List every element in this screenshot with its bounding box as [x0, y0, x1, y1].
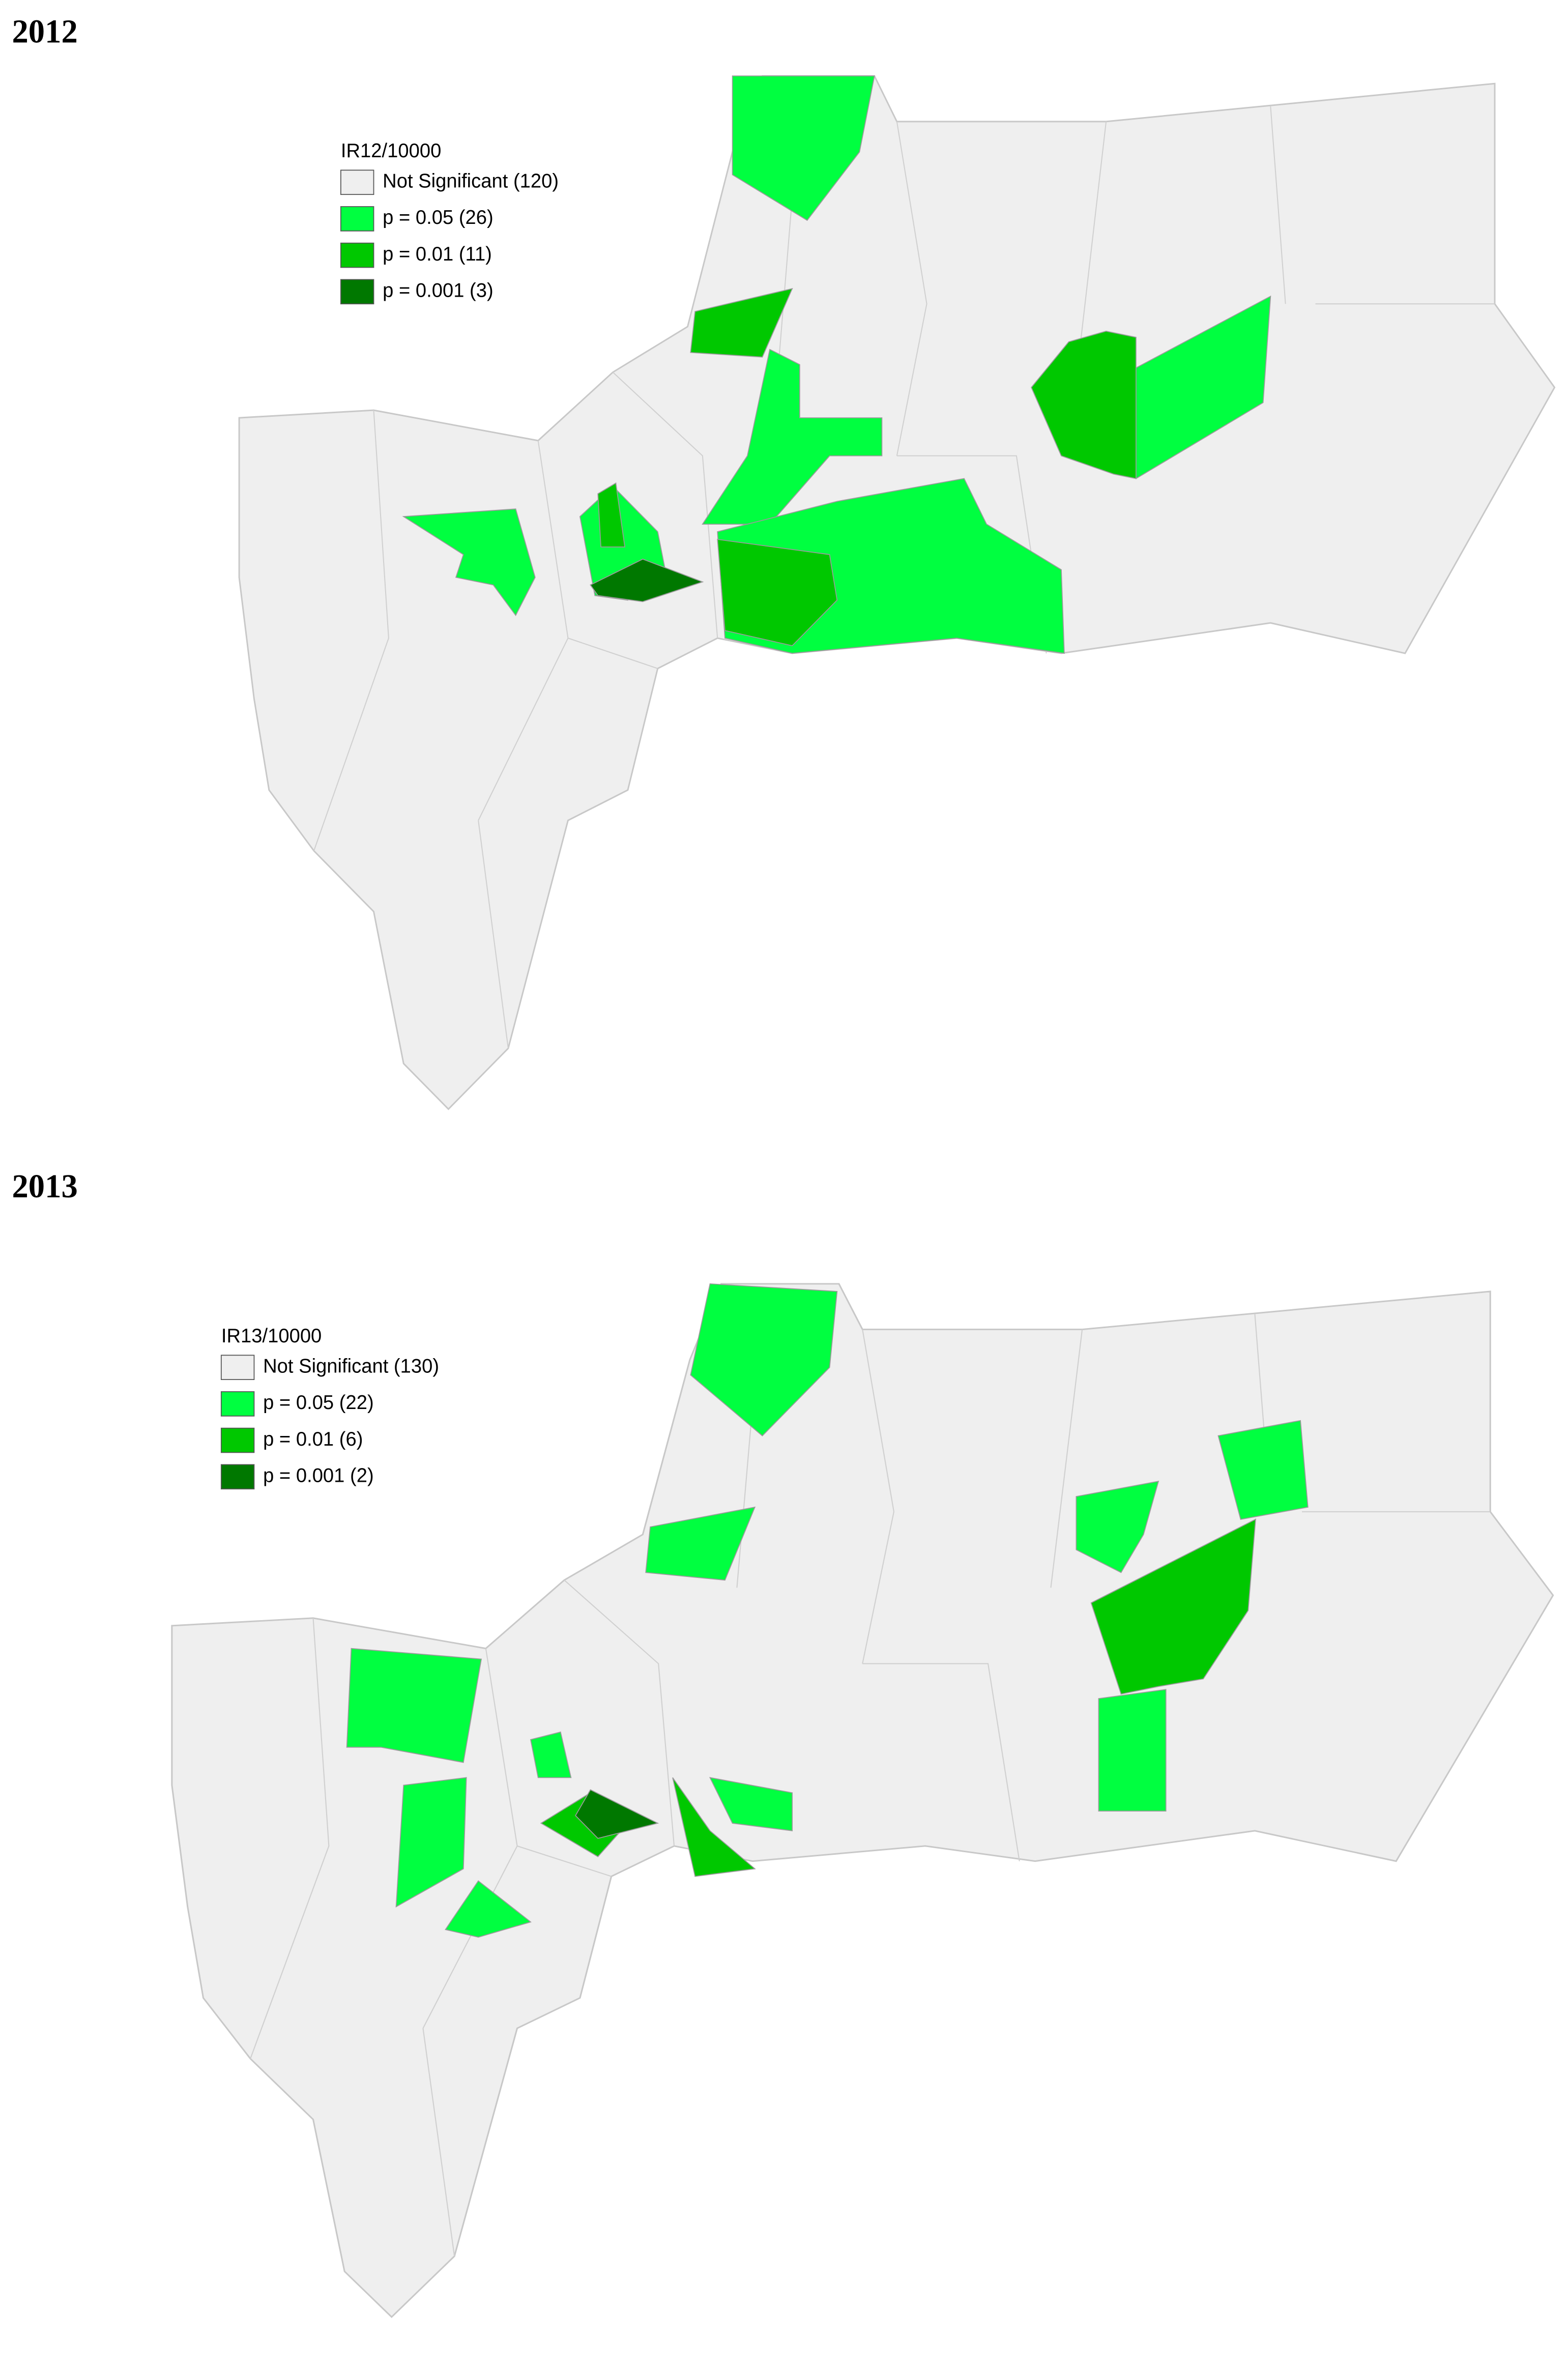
legend-label: p = 0.001 (2) — [263, 1464, 374, 1486]
legend-swatch — [340, 206, 374, 232]
legend-swatch — [220, 1391, 255, 1417]
region — [346, 1648, 482, 1763]
region — [597, 482, 626, 548]
legend-label: p = 0.01 (11) — [383, 243, 492, 265]
map — [238, 75, 1556, 1110]
legend-swatch — [220, 1427, 255, 1453]
legend-label: Not Significant (120) — [383, 170, 559, 192]
legend-swatch — [340, 279, 374, 305]
region — [445, 1880, 532, 1938]
legend-swatch — [340, 169, 374, 195]
region — [1031, 330, 1137, 479]
legend-label: p = 0.05 (22) — [263, 1392, 374, 1414]
region — [590, 558, 704, 602]
region — [709, 1777, 793, 1831]
legend-title: IR13/10000 — [221, 1325, 322, 1347]
legend-label: p = 0.001 (3) — [383, 279, 493, 301]
legend-label: p = 0.01 (6) — [263, 1428, 363, 1450]
legend-label: p = 0.05 (26) — [383, 207, 493, 228]
region — [717, 538, 838, 646]
map-title: 2013 — [12, 1168, 78, 1205]
region — [690, 288, 793, 358]
region — [732, 75, 875, 221]
legend: IR13/10000 Not Significant (130) p = 0.05 … — [220, 1325, 439, 1490]
legend: IR12/10000 Not Significant (120) p = 0.05 … — [340, 140, 559, 305]
region — [645, 1506, 756, 1581]
legend-swatch — [220, 1464, 255, 1490]
region — [395, 1777, 467, 1908]
region — [1098, 1689, 1167, 1811]
region — [1090, 1518, 1256, 1695]
region — [402, 508, 536, 616]
region — [575, 1789, 659, 1839]
legend-swatch — [340, 242, 374, 268]
map-base — [171, 1283, 1554, 2318]
map — [171, 1283, 1554, 2318]
region — [690, 1283, 838, 1436]
map-title: 2012 — [12, 13, 78, 50]
legend-title: IR12/10000 — [341, 140, 441, 162]
region — [1076, 1481, 1159, 1573]
region — [530, 1731, 572, 1778]
region — [1217, 1420, 1309, 1520]
legend-label: Not Significant (130) — [263, 1355, 439, 1377]
region — [702, 349, 883, 525]
legend-swatch — [220, 1355, 255, 1381]
region — [672, 1777, 756, 1877]
